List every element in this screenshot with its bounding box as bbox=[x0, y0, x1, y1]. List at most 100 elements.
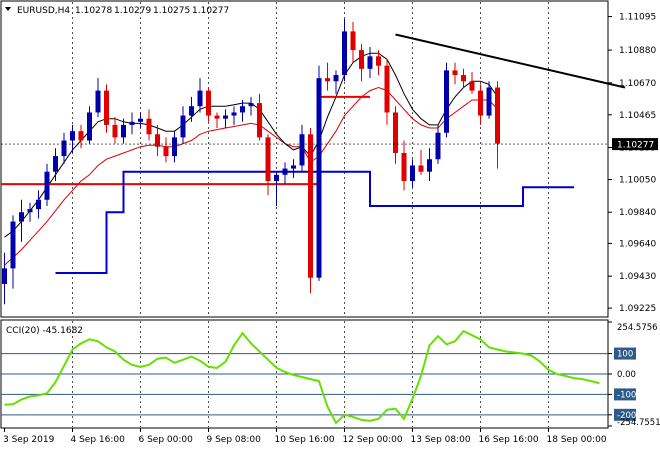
candle bbox=[2, 252, 7, 305]
candle-body bbox=[87, 112, 92, 141]
candle-body bbox=[19, 212, 24, 222]
time-label: 6 Sep 00:00 bbox=[139, 435, 194, 445]
candle-body bbox=[70, 131, 75, 141]
candle-body bbox=[435, 132, 441, 160]
candle-body bbox=[95, 90, 101, 113]
candle-body bbox=[121, 124, 126, 138]
ohlc-low: 1.10275 bbox=[153, 6, 190, 16]
candle bbox=[452, 62, 458, 85]
candle-body bbox=[342, 31, 347, 76]
price-tick-label: 1.10880 bbox=[619, 46, 656, 56]
ohlc-close: 1.10277 bbox=[192, 6, 229, 16]
candle bbox=[248, 96, 254, 116]
candle-body bbox=[274, 174, 279, 182]
candle bbox=[146, 109, 152, 141]
current-price-label: 1.10277 bbox=[617, 141, 654, 151]
candle bbox=[172, 131, 177, 163]
candle-body bbox=[27, 209, 33, 213]
candle-body bbox=[104, 90, 109, 125]
candle bbox=[95, 78, 101, 118]
price-vertical-grid bbox=[72, 2, 549, 316]
candle-body bbox=[359, 50, 364, 69]
candle bbox=[78, 124, 84, 149]
cci-tick-label: 254.5756 bbox=[617, 323, 658, 333]
candle bbox=[461, 68, 466, 88]
candle bbox=[495, 81, 500, 169]
cci-level-box bbox=[614, 388, 636, 401]
cci-tick-label: 100 bbox=[617, 350, 633, 360]
candle-body bbox=[350, 31, 356, 51]
candle bbox=[393, 106, 398, 164]
candle-body bbox=[180, 115, 186, 138]
candle bbox=[121, 118, 126, 144]
candle bbox=[376, 50, 381, 76]
candle-body bbox=[257, 103, 262, 138]
candle bbox=[19, 199, 24, 242]
candle bbox=[27, 202, 33, 222]
candle bbox=[44, 163, 50, 206]
candle bbox=[231, 106, 237, 125]
candle-body bbox=[444, 70, 449, 133]
candle-body bbox=[61, 140, 67, 157]
candle bbox=[410, 159, 415, 188]
price-tick-label: 1.09640 bbox=[619, 239, 656, 249]
ohlc-open: 1.10278 bbox=[75, 6, 112, 16]
candle bbox=[36, 190, 41, 219]
resistance-trendline[interactable] bbox=[395, 33, 626, 89]
candle-body bbox=[495, 87, 500, 144]
candle-body bbox=[393, 112, 398, 153]
candle bbox=[274, 171, 279, 206]
candle bbox=[478, 84, 483, 125]
candle-body bbox=[214, 115, 220, 119]
stop-line-blue bbox=[55, 170, 574, 275]
candle bbox=[282, 162, 288, 185]
candle bbox=[325, 62, 330, 91]
candle bbox=[384, 59, 390, 125]
candle-body bbox=[478, 90, 483, 116]
candle bbox=[87, 106, 92, 144]
time-label: 12 Sep 00:00 bbox=[343, 435, 403, 445]
candle bbox=[257, 93, 262, 141]
price-tick-label: 1.10050 bbox=[619, 175, 656, 185]
candle-body bbox=[299, 134, 305, 166]
price-tick-label: 1.10670 bbox=[619, 79, 656, 89]
cci-line bbox=[4, 329, 600, 425]
candle-body bbox=[401, 152, 407, 182]
candle bbox=[163, 137, 169, 163]
candle-body bbox=[10, 221, 16, 269]
time-label: 3 Sep 2019 bbox=[3, 435, 55, 445]
candle-body bbox=[155, 134, 160, 147]
candle-body bbox=[112, 124, 118, 138]
candle-body bbox=[78, 131, 84, 141]
candle-body bbox=[325, 78, 330, 82]
time-label: 18 Sep 00:00 bbox=[547, 435, 607, 445]
current-price-box bbox=[612, 138, 658, 151]
candle bbox=[197, 78, 203, 113]
price-axis: 1.110951.108801.106701.104651.102551.100… bbox=[608, 13, 656, 314]
candle-body bbox=[138, 118, 143, 122]
time-label: 13 Sep 08:00 bbox=[411, 435, 471, 445]
candle bbox=[367, 46, 373, 79]
candle-body bbox=[197, 90, 203, 107]
candle-body bbox=[469, 81, 475, 91]
candle-body bbox=[189, 106, 194, 116]
time-label: 10 Sep 16:00 bbox=[275, 435, 335, 445]
cci-panel: CCI(20) -45.1682 254.5756 100 0.00 -100 -200… bbox=[0, 319, 660, 429]
symbol-dropdown-arrow-icon[interactable] bbox=[5, 7, 11, 11]
candle bbox=[316, 65, 322, 281]
candle-body bbox=[461, 75, 466, 82]
candle bbox=[223, 109, 228, 129]
time-label: 4 Sep 16:00 bbox=[71, 435, 126, 445]
candle bbox=[53, 148, 58, 182]
candle-body bbox=[146, 118, 152, 135]
chart-header: EURUSD,H4 1.10278 1.10279 1.10275 1.1027… bbox=[5, 6, 229, 16]
candle-body bbox=[223, 115, 228, 119]
price-tick-label: 1.09225 bbox=[619, 304, 656, 314]
candle-body bbox=[282, 168, 288, 175]
candle bbox=[401, 140, 407, 191]
candle-body bbox=[172, 137, 177, 157]
price-tick-label: 1.10465 bbox=[619, 111, 656, 121]
cci-tick-label: 0.00 bbox=[617, 370, 636, 380]
candle-body bbox=[36, 199, 41, 210]
cci-tick-label: -254.7551 bbox=[617, 418, 660, 428]
